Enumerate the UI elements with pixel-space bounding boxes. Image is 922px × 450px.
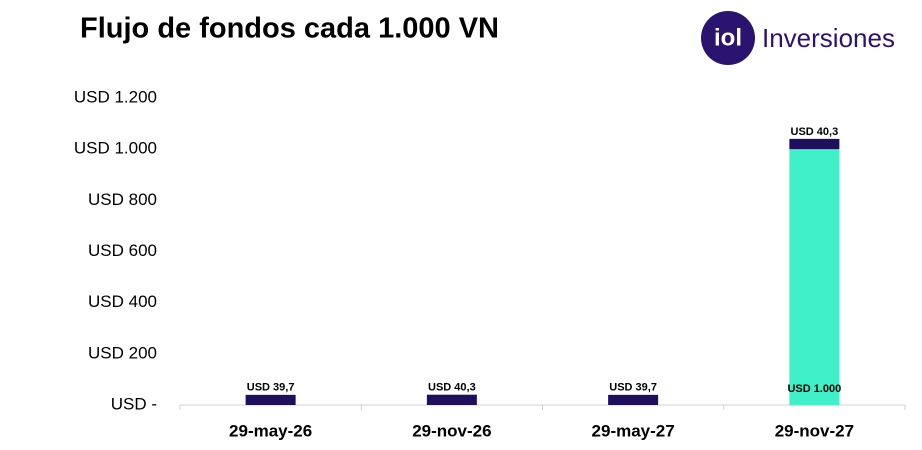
bar-segment — [245, 394, 296, 405]
x-tick-label: 29-nov-27 — [775, 421, 854, 440]
bar-segment — [608, 394, 659, 405]
y-tick-label: USD 1.000 — [74, 139, 157, 158]
y-tick-label: USD 400 — [88, 292, 157, 311]
data-label: USD 40,3 — [791, 126, 839, 138]
bar-segment — [789, 138, 840, 150]
logo-circle — [701, 11, 755, 65]
data-label: USD 40,3 — [428, 382, 476, 394]
y-tick-label: USD 800 — [88, 190, 157, 209]
data-label: USD 39,7 — [609, 382, 657, 394]
x-tick-label: 29-may-26 — [229, 421, 312, 440]
bar-segment — [426, 394, 477, 405]
logo-mark: iol — [714, 24, 742, 51]
y-tick-label: USD 600 — [88, 241, 157, 260]
data-label: USD 1.000 — [787, 383, 841, 395]
y-tick-label: USD 200 — [88, 343, 157, 362]
chart-title: Flujo de fondos cada 1.000 VN — [80, 13, 499, 45]
bar-segment — [789, 149, 840, 405]
logo-text: Inversiones — [762, 23, 895, 53]
y-tick-label: USD 1.200 — [74, 87, 157, 106]
data-label: USD 39,7 — [247, 382, 295, 394]
x-tick-label: 29-nov-26 — [412, 421, 491, 440]
x-tick-label: 29-may-27 — [592, 421, 675, 440]
y-tick-label: USD - — [111, 394, 157, 413]
